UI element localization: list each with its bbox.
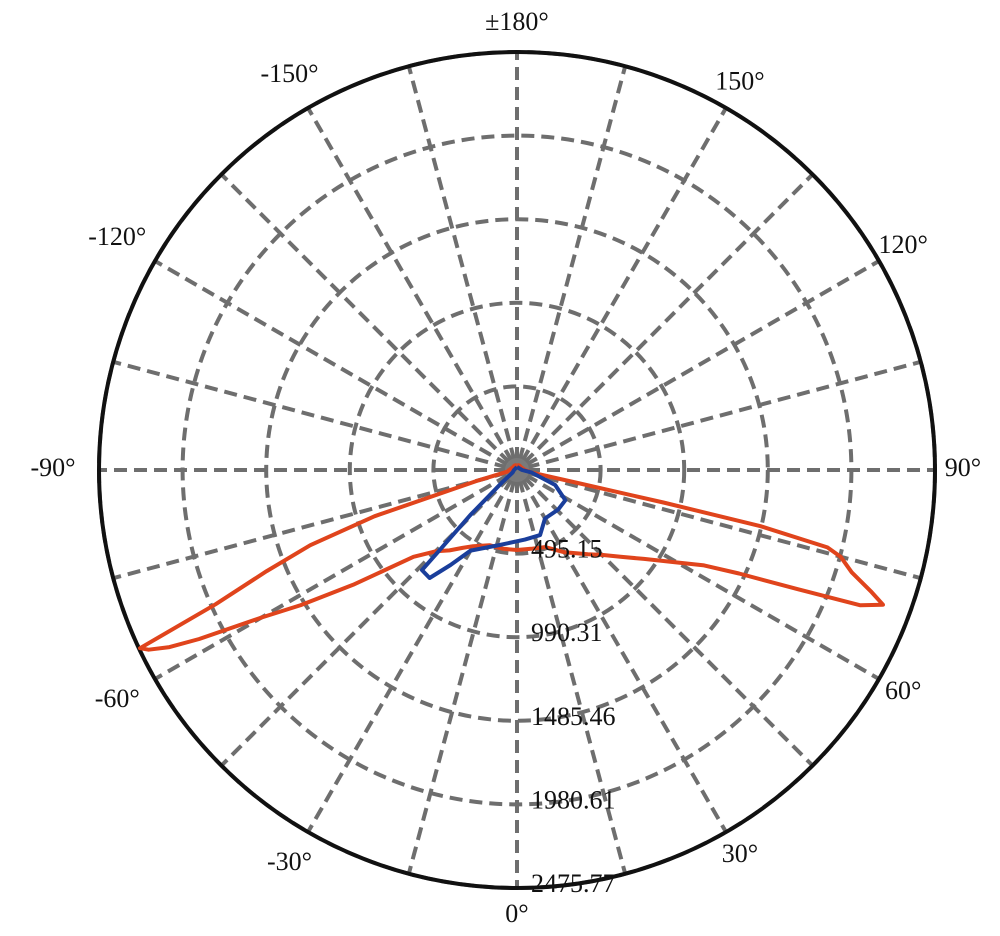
intensity-curve (138, 462, 885, 652)
minor-grid-spoke (526, 470, 922, 581)
minor-grid-spoke (526, 359, 922, 470)
theta-tick-label: -150° (260, 59, 318, 88)
grid-spoke (306, 107, 514, 463)
grid-ring (431, 384, 603, 556)
grid-spoke (524, 259, 880, 467)
minor-grid-spoke (112, 470, 508, 581)
r-tick-label: 1980.61 (531, 785, 616, 814)
r-tick-label: 990.31 (531, 618, 603, 647)
theta-tick-label: 120° (879, 230, 928, 259)
r-tick-label: 1485.46 (531, 702, 616, 731)
minor-grid-spoke (220, 173, 512, 465)
outer-ring (97, 50, 937, 890)
minor-grid-spoke (522, 173, 814, 465)
grid-spoke (524, 473, 880, 681)
minor-grid-spoke (517, 479, 628, 875)
grid-spoke (520, 107, 728, 463)
theta-tick-label: -90° (30, 453, 75, 482)
theta-tick-label: 150° (715, 67, 764, 96)
minor-grid-spoke (517, 65, 628, 461)
minor-grid-spoke (112, 359, 508, 470)
intensity-curve (420, 465, 568, 580)
theta-tick-label: 30° (722, 839, 758, 868)
r-tick-label: 495.15 (531, 535, 603, 564)
theta-tick-label: 60° (885, 676, 921, 705)
grid-ring (347, 300, 687, 640)
theta-tick-label: 90° (945, 453, 981, 482)
theta-tick-label: 0° (505, 899, 528, 928)
grid-spoke (520, 477, 728, 833)
theta-tick-label: -30° (267, 847, 312, 876)
theta-tick-label: -120° (88, 222, 146, 251)
minor-grid-spoke (406, 479, 517, 875)
grid-spoke (154, 259, 510, 467)
grid-spoke (154, 473, 510, 681)
grid-spoke (306, 477, 514, 833)
theta-tick-label: ±180° (485, 7, 549, 36)
r-tick-label: 2475.77 (531, 869, 616, 898)
minor-grid-spoke (406, 65, 517, 461)
theta-tick-label: -60° (95, 684, 140, 713)
minor-grid-spoke (522, 475, 814, 767)
